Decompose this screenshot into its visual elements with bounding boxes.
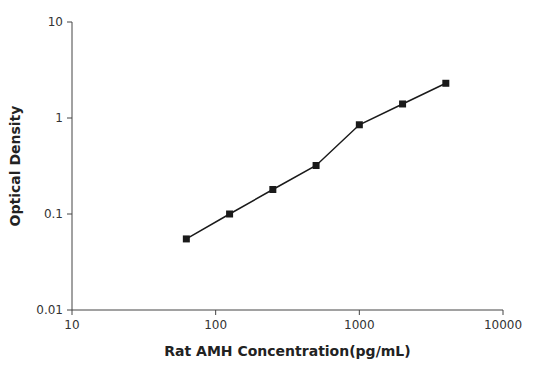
y-axis-line xyxy=(72,22,73,310)
x-axis-label: Rat AMH Concentration(pg/mL) xyxy=(164,343,410,359)
y-tick-label: 1 xyxy=(55,111,63,125)
y-tick-label: 0.01 xyxy=(36,303,63,317)
x-axis-line xyxy=(72,310,503,311)
x-tick xyxy=(72,310,73,315)
plot-area xyxy=(183,80,449,243)
x-tick-label: 1000 xyxy=(344,318,375,332)
data-point xyxy=(269,186,276,193)
data-point xyxy=(356,121,363,128)
data-line xyxy=(186,83,445,239)
y-axis-label: Optical Density xyxy=(7,106,23,227)
x-tick-label: 10 xyxy=(64,318,79,332)
data-point xyxy=(183,235,190,242)
y-tick xyxy=(67,118,72,119)
x-tick xyxy=(215,310,216,315)
x-tick-label: 100 xyxy=(204,318,227,332)
chart-svg: 10 100 1000 10000 0.01 0.1 1 10 Rat AMH Concentr… xyxy=(0,0,533,372)
data-point xyxy=(442,80,449,87)
y-tick xyxy=(67,214,72,215)
y-tick-label: 10 xyxy=(48,15,63,29)
x-tick-label: 10000 xyxy=(484,318,522,332)
data-point xyxy=(226,211,233,218)
y-tick xyxy=(67,310,72,311)
y-tick-label: 0.1 xyxy=(44,207,63,221)
x-tick xyxy=(359,310,360,315)
y-tick xyxy=(67,22,72,23)
x-tick xyxy=(503,310,504,315)
data-point xyxy=(313,162,320,169)
chart-container: 10 100 1000 10000 0.01 0.1 1 10 Rat AMH Concentr… xyxy=(0,0,533,372)
data-point xyxy=(399,100,406,107)
